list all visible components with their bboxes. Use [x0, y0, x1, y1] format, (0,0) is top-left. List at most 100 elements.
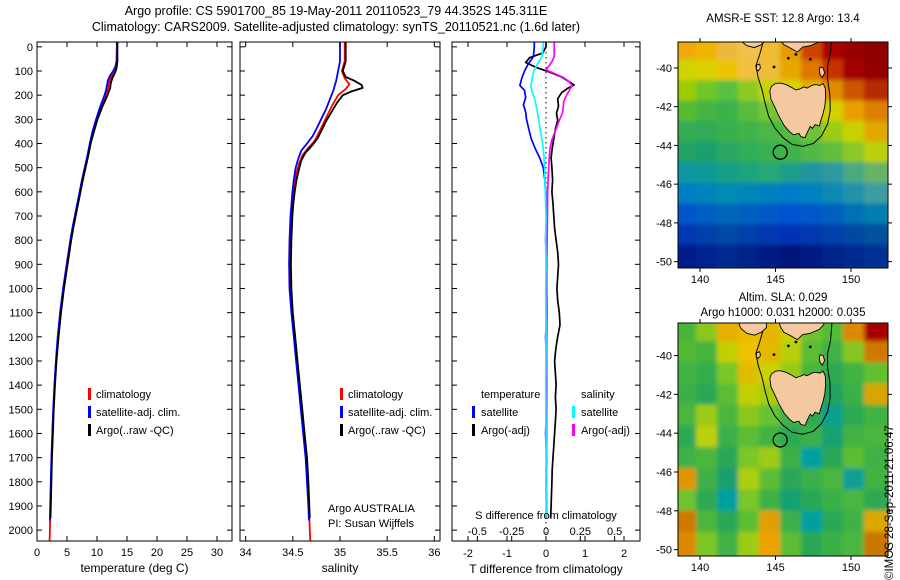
sla-map-y-tick-label: -46 — [656, 467, 672, 479]
land-flinders_island — [818, 354, 826, 367]
temperature-x-tick-label: 25 — [181, 547, 193, 559]
t-diff-tick-label: 1 — [582, 548, 588, 560]
salinity-x-tick-label: 35 — [334, 547, 346, 559]
temperature-curve-climatology — [48, 42, 118, 541]
island-dot — [808, 57, 812, 61]
sst-map-features — [741, 42, 832, 147]
map-cell — [864, 531, 888, 556]
legend-label: climatology — [348, 389, 404, 401]
s-diff-tick-label: -0.5 — [468, 526, 487, 538]
temperature-panel: 0100200300400500600700800900100011001200… — [9, 41, 233, 575]
bathymetry-contour — [755, 323, 833, 435]
island-dot — [794, 340, 798, 344]
legend-swatch — [472, 424, 475, 436]
t-diff-tick-label: 0 — [543, 548, 549, 560]
legend-swatch — [340, 388, 343, 400]
difference-series — [519, 42, 575, 519]
legend-label: Argo(..raw -QC) — [96, 425, 174, 437]
depth-tick-label: 0 — [27, 42, 33, 54]
t-diff-axis-label: T difference from climatology — [469, 562, 623, 576]
depth-tick-label: 600 — [15, 187, 33, 199]
island-dot — [787, 56, 790, 60]
temperature-x-tick-label: 0 — [34, 547, 40, 559]
t-diff-tick-label: -1 — [502, 548, 512, 560]
sla-map-panel: 140 145 150 -40 -42 -44 -46 -48 -50 — [656, 319, 892, 574]
legend-label: satellite — [481, 407, 518, 419]
depth-tick-label: 1700 — [9, 453, 33, 465]
sla-map-title-line2: Argo h1000: 0.031 h2000: 0.035 — [701, 307, 866, 319]
map-cell — [843, 244, 870, 268]
sla-map-x-tick-label: 140 — [691, 562, 709, 574]
depth-tick-label: 500 — [15, 163, 33, 175]
s-diff-tick-label: 0.5 — [607, 526, 622, 538]
salinity-curve-climatology — [288, 42, 351, 541]
legend-label: satellite-adj. clim. — [348, 407, 432, 419]
bathymetry-contour — [755, 42, 832, 147]
depth-tick-label: 1500 — [9, 404, 33, 416]
sst-map-x-tick-label: 150 — [842, 274, 860, 286]
salinity-x-tick-label: 34 — [240, 547, 252, 559]
depth-tick-label: 1800 — [9, 477, 33, 489]
temperature-frame — [36, 41, 233, 542]
island-dot — [794, 53, 798, 56]
temperature-x-tick-label: 30 — [211, 547, 223, 559]
map-cell — [696, 244, 723, 268]
sst-map-grid — [678, 42, 888, 268]
legend-header: temperature — [481, 389, 540, 401]
legend-swatch — [572, 406, 575, 418]
depth-tick-label: 1900 — [9, 501, 33, 513]
land-victoria_west — [738, 323, 767, 336]
figure-title-line1: Argo profile: CS 5901700_85 19-May-2011 … — [124, 4, 548, 18]
sla-map-float-marker — [772, 432, 788, 448]
legend-swatch — [340, 406, 343, 418]
s-diff-axis-label: S difference from climatology — [475, 510, 617, 522]
legend-swatch — [88, 388, 91, 400]
land-king_island — [755, 351, 761, 360]
land-king_island — [755, 63, 761, 72]
difference-curve-s-argo — [545, 42, 573, 518]
temperature-curve-satellite-adj-clim — [49, 42, 118, 521]
sla-map-x-tick-label: 145 — [766, 562, 784, 574]
land-tasmania — [769, 370, 827, 426]
difference-curve-t-satellite — [519, 42, 548, 519]
copyright-text: ©IMOS 28-Sep-2011 21:06:47 — [884, 425, 896, 580]
sst-map-y-tick-label: -50 — [656, 257, 672, 269]
sla-map-features — [738, 323, 833, 435]
map-cell — [717, 244, 744, 268]
legend-swatch — [340, 424, 343, 436]
island-dot — [772, 353, 776, 356]
island-dot — [772, 65, 776, 69]
s-diff-tick-label: -0.25 — [499, 526, 524, 538]
depth-tick-label: 800 — [15, 235, 33, 247]
depth-tick-label: 200 — [15, 90, 33, 102]
sla-map-x-tick-label: 150 — [842, 562, 860, 574]
s-diff-tick-label: 0.25 — [570, 526, 591, 538]
t-diff-tick-label: -2 — [463, 548, 473, 560]
temperature-x-tick-label: 5 — [64, 547, 70, 559]
depth-tick-label: 700 — [15, 211, 33, 223]
temperature-x-tick-label: 15 — [121, 547, 133, 559]
difference-panel: -2 -1 0 1 2 -0.5 -0.25 0 0.25 0.5 S difference fro… — [451, 41, 641, 576]
depth-tick-label: 1100 — [9, 308, 33, 320]
temperature-curve-argo-raw — [49, 42, 119, 519]
sst-map-title: AMSR-E SST: 12.8 Argo: 13.4 — [706, 13, 860, 25]
sst-map-y-tick-label: -48 — [656, 218, 672, 230]
salinity-x-tick-label: 36 — [428, 547, 440, 559]
salinity-curve-satellite-adj-clim — [288, 42, 341, 521]
depth-tick-label: 1600 — [9, 428, 33, 440]
depth-tick-label: 1200 — [9, 332, 33, 344]
map-cell — [780, 244, 807, 268]
map-cell — [864, 244, 888, 268]
island-dot — [787, 344, 790, 348]
difference-curve-t-argo — [524, 42, 575, 519]
legend-swatch — [472, 406, 475, 418]
sla-map-y-tick-label: -48 — [656, 506, 672, 518]
legend-label: Argo(-adj) — [581, 425, 630, 437]
depth-tick-label: 900 — [15, 259, 33, 271]
temperature-series — [48, 42, 119, 541]
annotation-line: Argo AUSTRALIA — [328, 503, 415, 515]
sla-map-y-tick-label: -42 — [656, 389, 672, 401]
depth-tick-label: 2000 — [9, 525, 33, 537]
salinity-axis-label: salinity — [322, 561, 359, 575]
